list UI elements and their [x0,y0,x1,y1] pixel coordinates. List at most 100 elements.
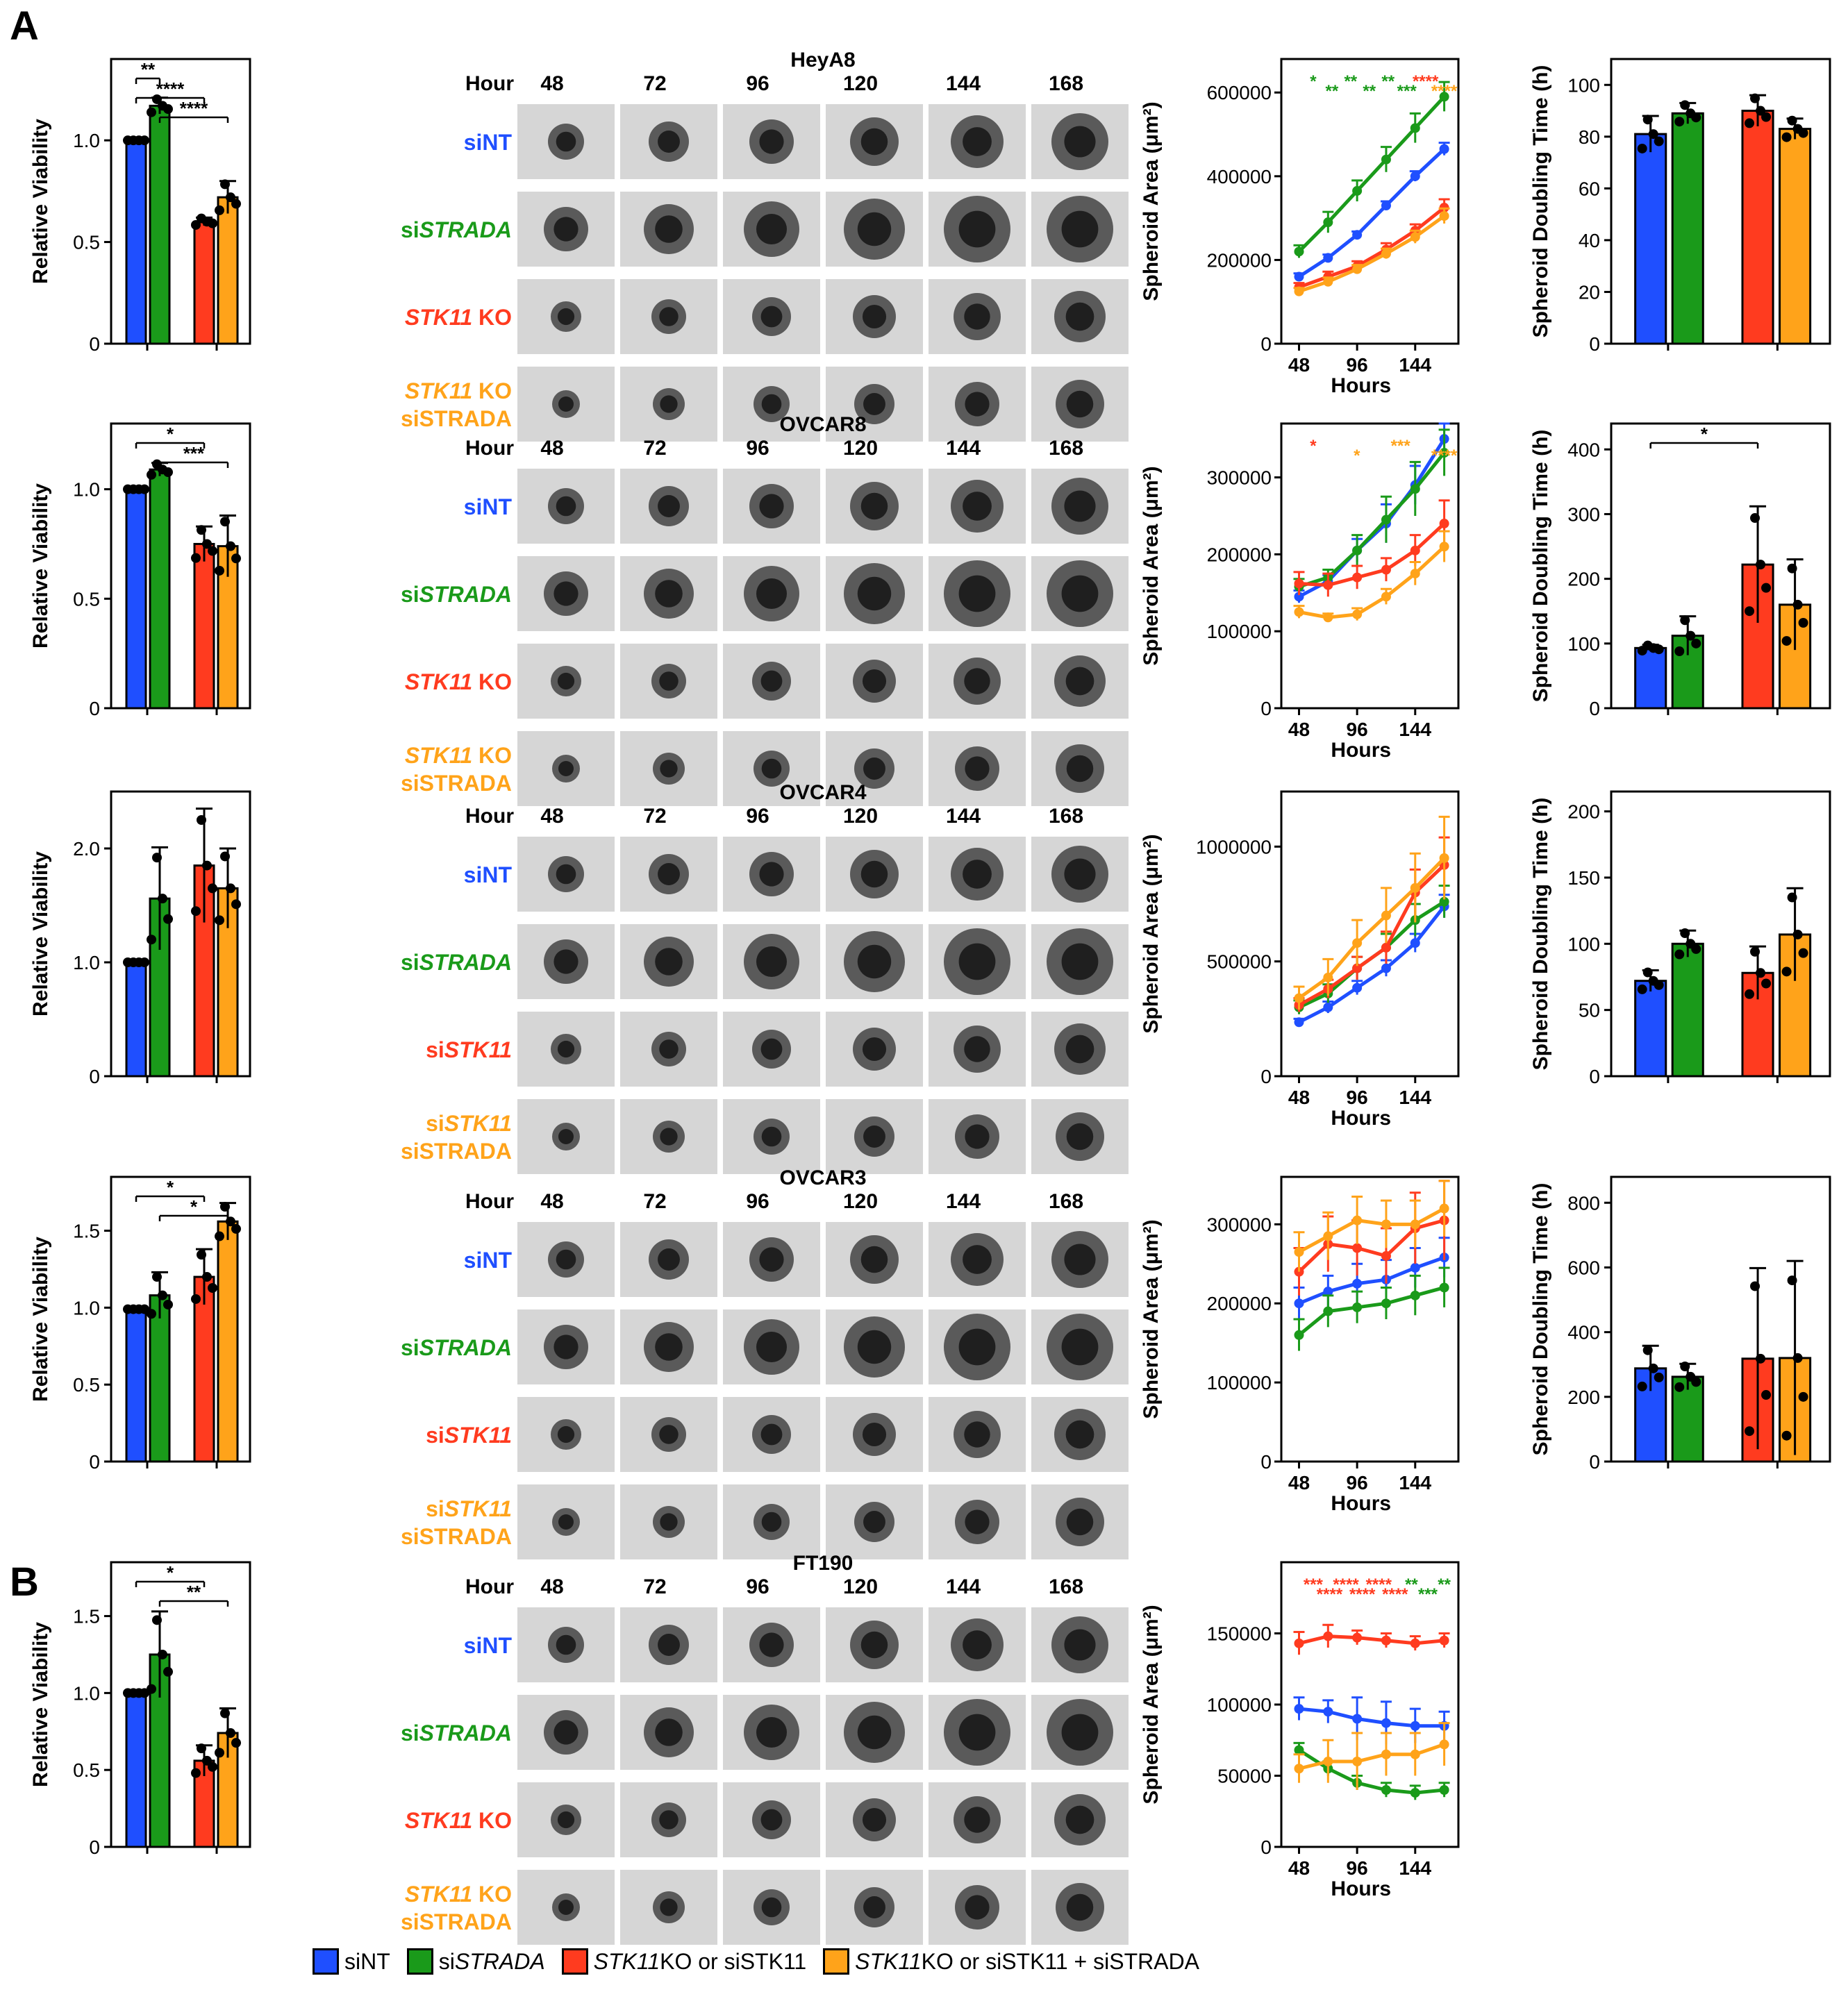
row4-area-point [1323,1631,1333,1641]
row3-area-point [1323,1287,1333,1297]
row2-viability-chart: 0 1.0 2.0 Relative Viability [29,790,251,1087]
row2-area-chart: 0 500000 1000000 48 96 144 Hours Spheroid Area … [1140,790,1460,1130]
row1-area-point [1352,572,1363,583]
row1-spheroid-core [860,492,888,520]
row3-spheroid-core [761,1512,782,1532]
row2-viability-dot [208,883,217,894]
row1-viability-dot [220,517,230,527]
row0-image-grid: HeyA8 Hour 48 72 96 120 144 168 siNT siSTRADA STK1… [401,49,1129,442]
row3-area-series-line [1298,1255,1445,1305]
row0-area-series-line [1298,215,1446,294]
legend-item-sistrada: si STRADA [406,1948,545,1975]
row2-spheroid-core [556,864,576,885]
row3-doubling-dot [1637,1381,1647,1391]
row2-area-xlabel: Hours [1331,1107,1391,1130]
row1-area-point [1381,592,1391,602]
row1-spheroid-core [958,575,996,612]
row2-spheroid-core [557,1040,575,1058]
row3-viability-ytick-label: 0 [89,1451,100,1473]
row3-area-point [1352,1278,1363,1289]
row2-viability-dot [231,899,241,910]
row2-doubling-bar [1671,942,1704,1078]
row3-spheroid-core [860,1246,888,1273]
row3-area-point [1323,1231,1333,1241]
row4-spheroid-core [862,1807,887,1832]
row1-spheroid-core [658,495,680,517]
row2-area-point [1323,1002,1333,1012]
row1-spheroid-core [557,672,575,690]
row3-area-frame [1280,1175,1460,1463]
row3-spheroid-core [1065,1420,1094,1449]
row3-viability-frame [110,1175,251,1463]
row0-spheroid-core [761,394,782,415]
row2-area-point [1381,910,1391,921]
row3-area-point [1410,1290,1420,1300]
row2-area-ytick-label: 0 [1260,1066,1272,1087]
row4-viability-dot [220,1708,230,1718]
row4-spheroid-core [761,1897,782,1918]
row4-area-series-line [1299,1707,1445,1728]
row1-spheroid-core [1066,755,1094,782]
row3-hour-tick: 72 [643,1190,666,1213]
row1-area-sig-star: **** [1431,446,1458,465]
legend-name: STK11 [855,1948,922,1974]
row1-doubling-dot [1781,636,1792,646]
row3-condition-label: siSTK11 [426,1423,512,1448]
row0-area-sig-star: *** [1397,82,1417,101]
row0-doubling-dot [1637,143,1647,153]
row1-spheroid-core [863,758,885,780]
row4-area-sig-star: ** [1438,1575,1451,1594]
row3-doubling-dot [1745,1426,1755,1437]
row1-area-point [1439,448,1449,458]
row1-area-point [1439,542,1449,552]
row2-area-xtick-label: 48 [1288,1087,1310,1108]
row0-viability-ytick-label: 0.5 [73,232,100,253]
legend-name: NT [360,1948,390,1974]
row3-doubling-ylabel: Spheroid Doubling Time (h) [1529,1183,1552,1456]
row4-condition-label: STK11 KO [405,1808,512,1833]
row0-doubling-dot [1648,129,1658,140]
row0-area-chart: 0 200000 400000 600000 48 96 144 Hours Spheroid … [1140,58,1460,397]
row3-spheroid-core [1061,1328,1099,1366]
row3-doubling-dot [1680,1362,1690,1372]
row4-area-point [1294,1745,1304,1755]
row1-area-frame [1280,422,1460,710]
row1-area-point [1323,580,1333,590]
row1-viability-bar [193,542,215,710]
row2-viability-dot [140,957,149,967]
legend-item-sint: si NT [313,1948,390,1975]
row2-area-ylabel: Spheroid Area (μm²) [1140,834,1163,1033]
row0-viability-dot [220,179,230,190]
row4-area-series-line [1298,1634,1445,1646]
row4-area-point [1381,1635,1391,1646]
row1-image-grid: OVCAR8 Hour 48 72 96 120 144 168 siNT siSTRADA STK… [401,413,1129,806]
row1-viability-ylabel: Relative Viability [29,483,52,648]
row0-area-frame [1280,58,1460,345]
row1-area-sig-star: * [1310,437,1317,455]
row3-area-ytick-label: 200000 [1207,1293,1272,1314]
row0-area-point [1352,230,1363,240]
row0-hour-tick: 48 [540,72,563,95]
row2-hour-tick: 96 [746,805,769,828]
row2-viability-dot [220,851,230,862]
row0-viability-dot [163,104,173,115]
row3-area-xtick-label: 144 [1399,1472,1431,1493]
row0-area-ytick-label: 600000 [1207,82,1272,103]
row4-area-ytick-label: 50000 [1217,1766,1272,1787]
row1-hour-tick: 144 [946,437,981,460]
row2-viability-dot [191,906,201,917]
row4-spheroid-core [857,1715,892,1750]
row0-area-xlabel: Hours [1331,374,1391,397]
row1-doubling-chart: 0 100 200 300 400 Spheroid Doubling Time (h) * [1529,422,1831,719]
row4-viability-ylabel: Relative Viability [29,1622,52,1787]
row0-area-point [1410,171,1420,181]
row4-viability-dot [152,1615,162,1625]
row3-doubling-dot [1798,1391,1808,1402]
row4-area-xtick-label: 48 [1288,1857,1310,1879]
row2-spheroid-core [857,944,892,979]
row1-spheroid-core [558,761,574,776]
row1-viability-dot [202,539,212,549]
row2-viability-dot [147,935,156,945]
row1-doubling-bar [1634,646,1667,710]
row3-condition-label: siSTK11 [426,1496,512,1521]
